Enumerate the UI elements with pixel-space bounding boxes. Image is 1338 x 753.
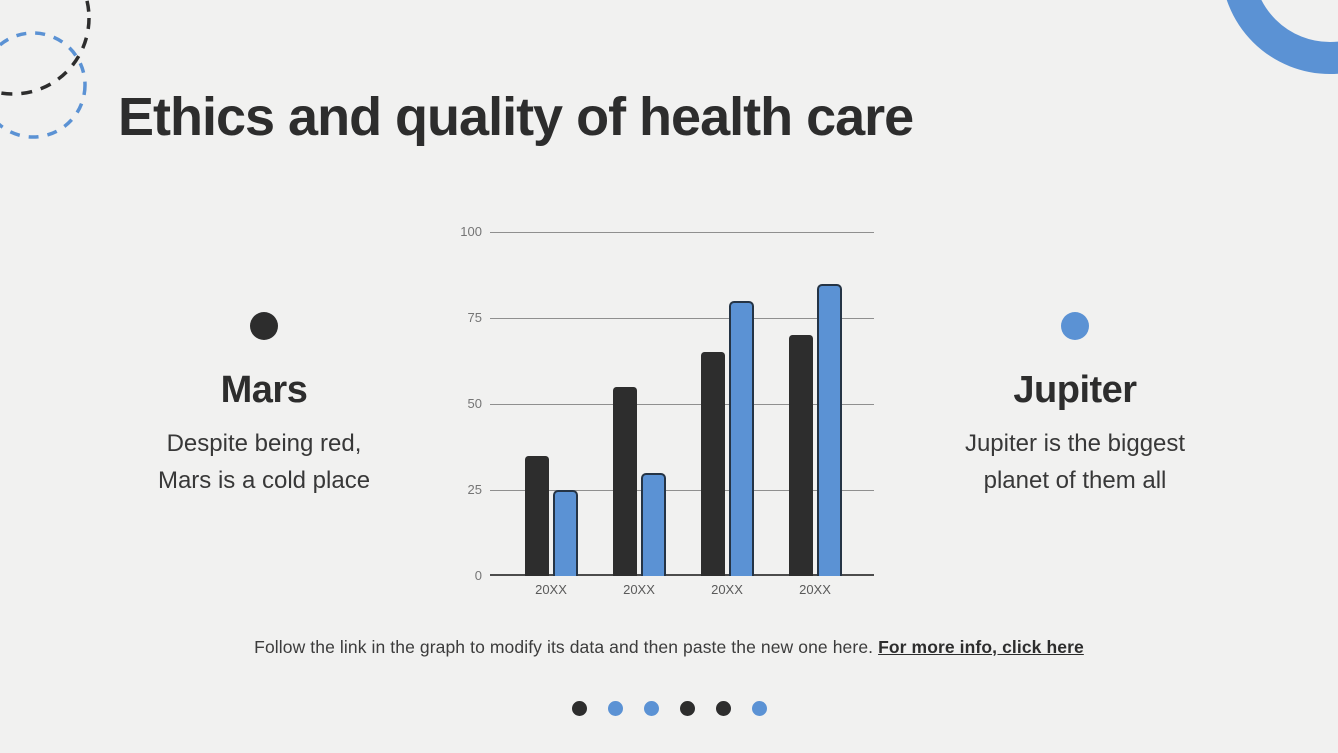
- gridline: [490, 231, 874, 233]
- bar-mars-2: [613, 387, 637, 576]
- page-dot-3: [643, 701, 659, 716]
- jupiter-heading: Jupiter: [1013, 369, 1137, 411]
- page-dot-2: [607, 701, 623, 716]
- x-tick-label: 20XX: [535, 582, 567, 597]
- page-dot-6: [751, 701, 767, 716]
- y-tick-label: 0: [474, 568, 482, 583]
- bar-mars-4: [789, 335, 813, 576]
- blue-ring-decoration: [1226, 0, 1338, 74]
- mars-description: Despite being red, Mars is a cold place: [118, 425, 410, 499]
- dashed-circles-decoration: [0, 0, 91, 139]
- mars-heading: Mars: [220, 369, 308, 411]
- bar-jupiter-4: [817, 284, 842, 576]
- mars-description-line: Despite being red,: [166, 430, 362, 457]
- gridline: [490, 403, 874, 405]
- jupiter-description: Jupiter is the biggest planet of them al…: [929, 425, 1221, 499]
- mars-bullet-icon: [250, 312, 278, 340]
- bar-chart[interactable]: 0 25 50 75 100 20XX 20XX 20XX 20XX: [460, 224, 874, 597]
- blue-ring-icon: [1226, 0, 1338, 74]
- footer-note-text: Follow the link in the graph to modify i…: [254, 637, 879, 657]
- y-tick-label: 75: [467, 310, 482, 325]
- bar-jupiter-2: [641, 473, 666, 576]
- footer-note: Follow the link in the graph to modify i…: [0, 637, 1338, 658]
- mars-panel: Mars Despite being red, Mars is a cold p…: [118, 312, 410, 499]
- x-tick-label: 20XX: [711, 582, 743, 597]
- x-axis-line: [490, 574, 874, 576]
- page-dot-1: [571, 701, 587, 716]
- jupiter-panel: Jupiter Jupiter is the biggest planet of…: [929, 312, 1221, 499]
- blue-dashed-circle-icon: [0, 31, 87, 139]
- x-tick-label: 20XX: [799, 582, 831, 597]
- black-dashed-circle-icon: [0, 0, 91, 96]
- bar-jupiter-1: [553, 490, 578, 576]
- bar-mars-1: [525, 456, 549, 576]
- pagination-dots: [0, 701, 1338, 716]
- jupiter-description-line: Jupiter is the biggest: [964, 430, 1186, 457]
- bar-mars-3: [701, 352, 725, 576]
- gridline: [490, 317, 874, 319]
- page-dot-4: [679, 701, 695, 716]
- gridline: [490, 489, 874, 491]
- y-tick-label: 25: [467, 482, 482, 497]
- jupiter-description-line: planet of them all: [983, 467, 1167, 494]
- y-tick-label: 50: [467, 396, 482, 411]
- x-tick-label: 20XX: [623, 582, 655, 597]
- y-tick-label: 100: [460, 224, 482, 239]
- slide-title: Ethics and quality of health care: [118, 87, 914, 147]
- bar-jupiter-3: [729, 301, 754, 576]
- page-dot-5: [715, 701, 731, 716]
- jupiter-bullet-icon: [1061, 312, 1089, 340]
- more-info-link[interactable]: For more info, click here: [878, 637, 1084, 657]
- mars-description-line: Mars is a cold place: [157, 467, 371, 494]
